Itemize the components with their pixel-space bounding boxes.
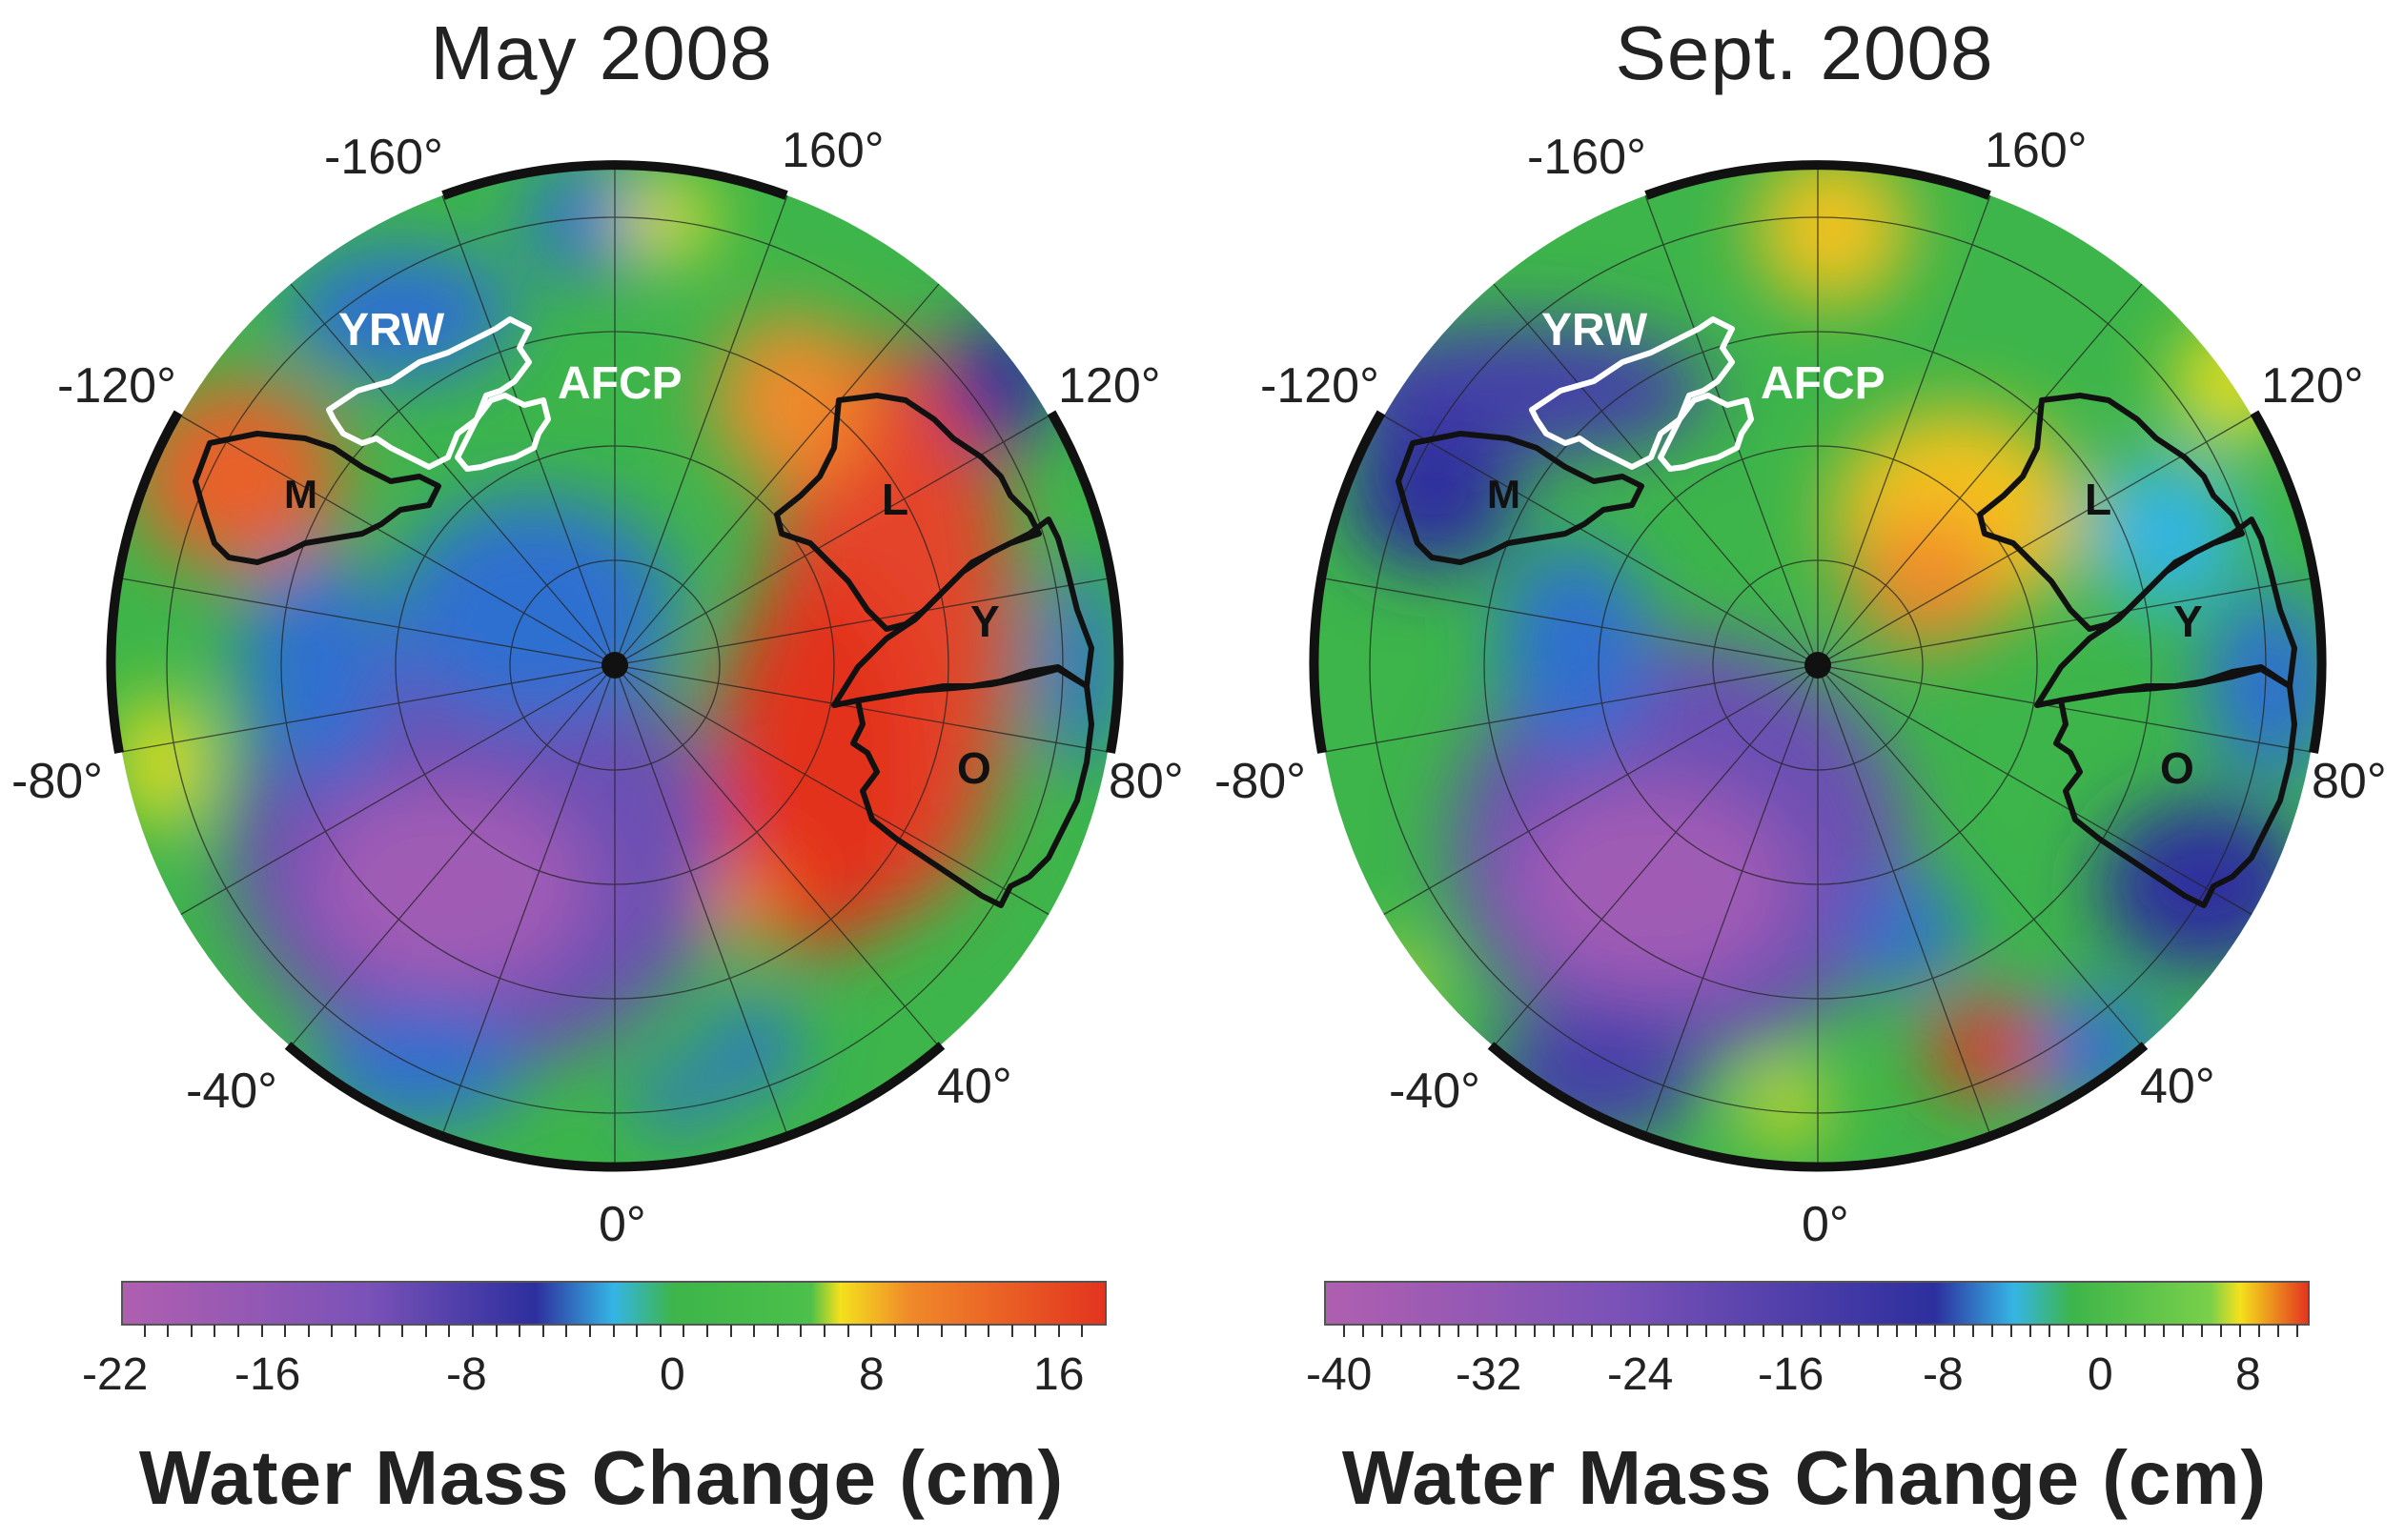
lon-label-0: 0° [599,1197,646,1252]
colorbar-label: -40 [1306,1349,1373,1400]
region-label-y: Y [2173,597,2203,646]
region-label-l: L [2085,475,2111,524]
region-outline-y [2034,517,2297,708]
colorbar [121,1281,1107,1326]
lon-label-minus120: -120° [1260,358,1379,414]
north-pole-marker [1804,652,1831,679]
graticule [1323,165,2313,1165]
region-label-y: Y [970,597,1000,646]
colorbar-label: -8 [446,1349,487,1400]
region-outline-o [850,666,1094,908]
region-outline-y [831,517,1094,708]
colorbar [1324,1281,2310,1326]
lon-label-minus40: -40° [1389,1064,1480,1119]
map-panel-may-2008: May 2008 [11,10,1184,1520]
region-outline-m [1396,431,1644,565]
border-arcs [106,160,1124,1172]
colorbar-label: -8 [1923,1349,1964,1400]
colorbar-label: 16 [1033,1349,1085,1400]
lon-label-minus80: -80° [1214,754,1306,809]
border-arcs [1309,160,2327,1172]
region-outline-afcp [455,393,551,472]
lon-label-40: 40° [2140,1059,2215,1114]
region-outline-m [193,431,441,565]
colorbar-label: -22 [82,1349,149,1400]
lon-label-0: 0° [1802,1197,1849,1252]
map-title: May 2008 [430,10,773,95]
lon-label-120: 120° [2261,358,2364,414]
lon-label-160: 160° [1985,123,2088,178]
region-label-l: L [882,475,908,524]
lon-label-minus40: -40° [186,1064,277,1119]
north-pole-marker [601,652,628,679]
lon-label-minus160: -160° [1527,130,1646,185]
polar-map: YRW AFCP M L Y O [106,160,1124,1337]
map-panel-sept-2008: Sept. 2008 [1203,0,2405,1540]
region-label-yrw: YRW [1541,305,1648,355]
colorbar-ticks [1343,1325,2298,1337]
colorbar-label: 0 [2088,1349,2113,1400]
lon-label-80: 80° [2312,754,2387,809]
colorbar-label: -16 [234,1349,301,1400]
colorbar-label: -24 [1607,1349,1674,1400]
lon-label-minus80: -80° [11,754,103,809]
region-label-afcp: AFCP [1761,358,1885,409]
colorbar-caption: Water Mass Change (cm) [138,1435,1065,1520]
colorbar-ticks [144,1325,1083,1337]
map-title: Sept. 2008 [1615,10,1994,95]
colorbar-label: 8 [859,1349,885,1400]
region-label-yrw: YRW [338,305,445,355]
region-outline-yrw [326,316,532,470]
lon-label-120: 120° [1058,358,1161,414]
lon-label-40: 40° [937,1059,1012,1114]
region-label-afcp: AFCP [558,358,683,409]
colorbar-caption: Water Mass Change (cm) [1341,1435,2268,1520]
colorbar-label: -32 [1456,1349,1522,1400]
lon-label-minus120: -120° [57,358,176,414]
lon-label-160: 160° [782,123,885,178]
region-outline-yrw [1529,316,1735,470]
lon-label-80: 80° [1109,754,1184,809]
region-label-o: O [2160,743,2194,793]
region-label-m: M [1487,472,1520,517]
region-label-o: O [957,743,991,793]
region-label-m: M [284,472,317,517]
colorbar-label: 0 [660,1349,685,1400]
region-outline-afcp [1658,393,1754,472]
colorbar-label: -16 [1758,1349,1824,1400]
colorbar-label: 8 [2235,1349,2261,1400]
lon-label-minus160: -160° [324,130,443,185]
polar-map: YRW AFCP M L Y O [1309,160,2327,1337]
region-outline-o [2053,666,2297,908]
